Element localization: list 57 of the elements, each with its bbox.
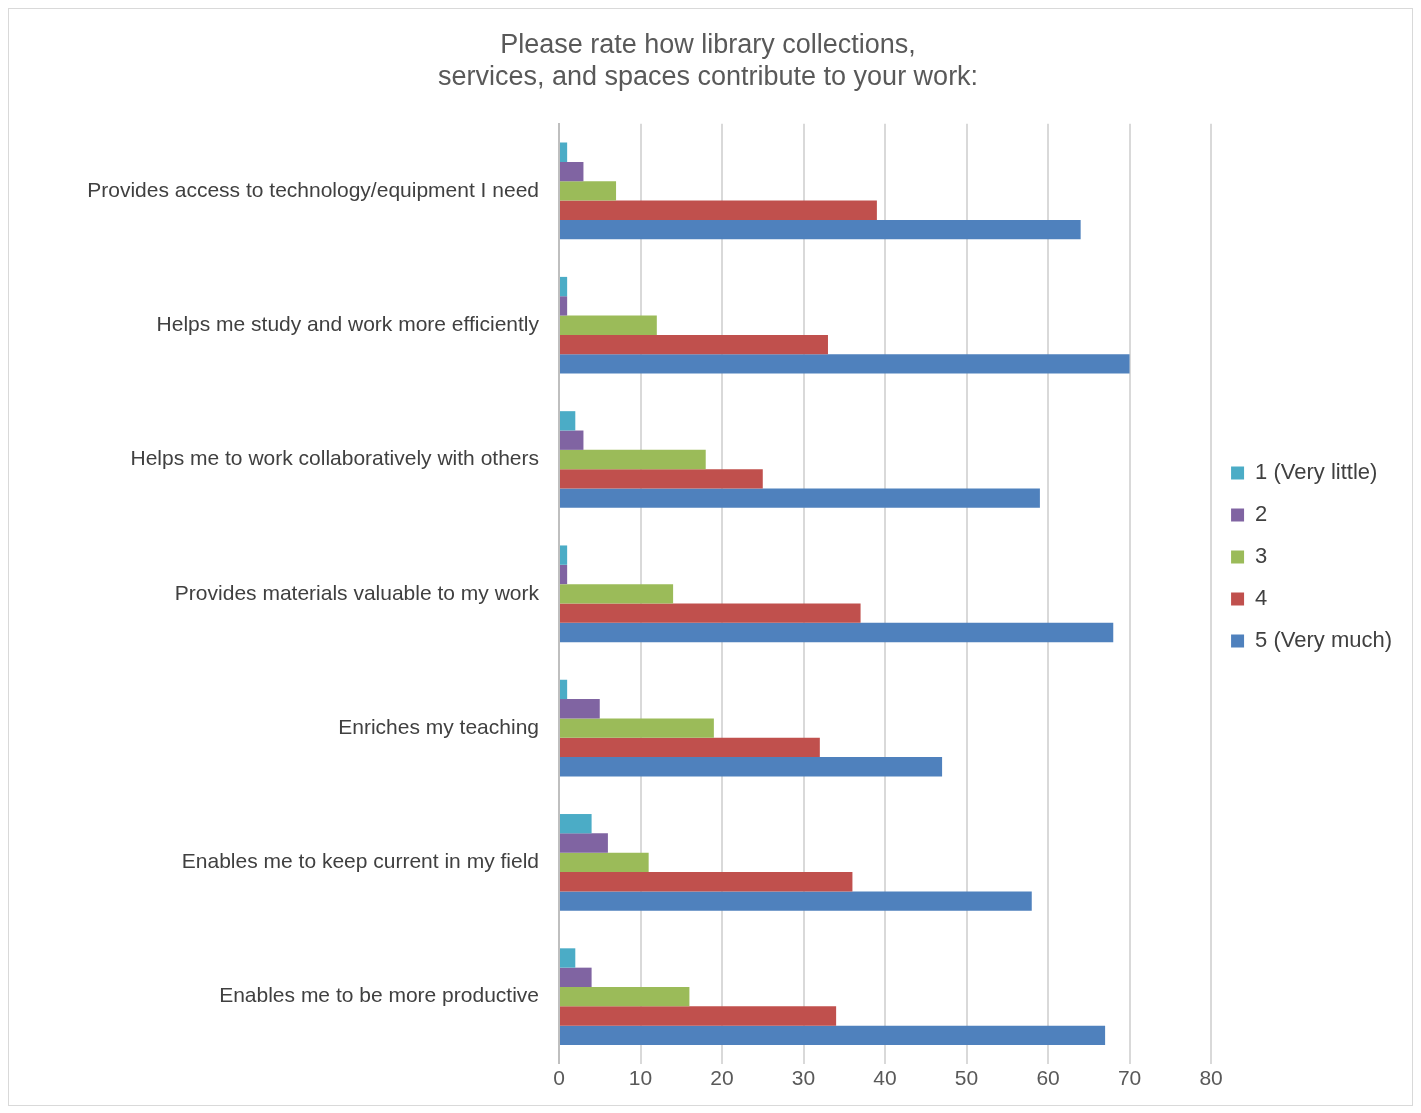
x-tick-label: 30 — [791, 1066, 816, 1090]
bar — [560, 488, 1040, 508]
y-tick-label: Provides materials valuable to my work — [174, 580, 540, 604]
bar — [560, 948, 576, 968]
legend-label: 4 — [1255, 585, 1268, 611]
bar — [560, 449, 706, 470]
bar — [560, 1025, 1106, 1045]
bar — [560, 891, 1032, 911]
bar — [560, 852, 649, 873]
legend-label: 1 (Very little) — [1255, 459, 1378, 485]
bar — [560, 354, 1130, 374]
bar — [560, 430, 584, 450]
bar — [560, 757, 943, 777]
y-tick-label: Provides access to technology/equipment I need — [87, 177, 539, 201]
bar — [560, 219, 1081, 240]
x-tick-label: 20 — [710, 1066, 734, 1090]
bar — [560, 181, 617, 201]
y-tick-label: Helps me to work collaboratively with others — [130, 446, 539, 470]
bar — [560, 814, 592, 834]
bar — [560, 276, 568, 297]
chart-title: Please rate how library collections, services, and spaces contribute to your work: — [437, 28, 979, 92]
x-tick-label: 40 — [873, 1066, 897, 1090]
legend-label: 5 (Very much) — [1255, 627, 1393, 653]
bar — [560, 833, 608, 853]
bar — [560, 737, 820, 758]
bar — [560, 545, 568, 565]
bar — [560, 161, 584, 182]
bar — [560, 200, 877, 220]
y-tick-label: Enriches my teaching — [338, 714, 539, 738]
bar — [560, 718, 714, 738]
bar — [560, 584, 674, 604]
bar — [560, 679, 568, 700]
bar — [560, 967, 592, 987]
x-tick-label: 50 — [954, 1066, 979, 1090]
y-tick-label: Helps me study and work more efficiently — [156, 312, 540, 336]
y-tick-label: Enables me to keep current in my field — [181, 849, 539, 873]
bar — [560, 986, 690, 1007]
legend-label: 3 — [1255, 543, 1268, 569]
bar — [560, 1006, 837, 1026]
bar — [560, 564, 568, 585]
bar — [560, 411, 576, 431]
x-tick-label: 10 — [628, 1066, 653, 1090]
y-tick-label: Enables me to be more productive — [219, 983, 539, 1007]
bar — [560, 699, 600, 719]
x-tick-label: 70 — [1117, 1066, 1142, 1090]
bar — [560, 142, 568, 162]
bar — [560, 315, 657, 335]
legend-label: 2 — [1255, 501, 1268, 527]
bar — [560, 622, 1114, 643]
bar — [560, 296, 568, 316]
bar — [560, 872, 853, 892]
x-tick-label: 60 — [1036, 1066, 1060, 1090]
x-tick-label: 80 — [1199, 1066, 1223, 1090]
bar — [560, 469, 763, 489]
x-tick-label: 0 — [553, 1066, 565, 1090]
bar — [560, 603, 861, 623]
bar — [560, 334, 828, 355]
